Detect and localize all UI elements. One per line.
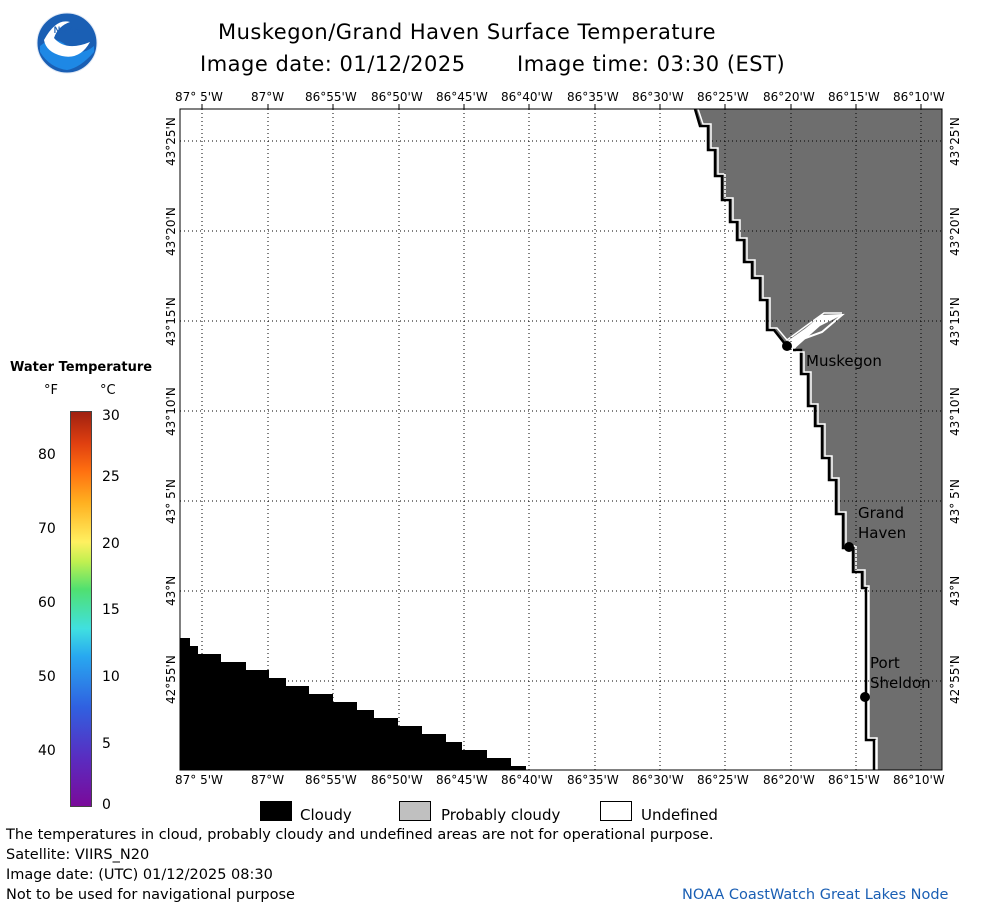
lat-tick-left: 43°15'N (164, 297, 178, 346)
image-date: Image date: 01/12/2025 (200, 52, 466, 76)
lat-tick-left: 43°20'N (164, 207, 178, 256)
f-tick: 50 (38, 669, 56, 685)
lat-tick-right: 43°15'N (948, 297, 962, 346)
c-tick: 5 (102, 736, 111, 752)
muskegon-label: Muskegon (806, 352, 882, 370)
lon-tick-top: 86°10'W (893, 90, 945, 104)
unit-fahrenheit: °F (44, 383, 58, 398)
noaa-logo: NOAA (36, 12, 98, 74)
c-tick: 30 (102, 408, 120, 424)
port-sheldon-label-line2: Sheldon (870, 674, 931, 692)
grand-haven-label-line2: Haven (858, 524, 907, 542)
lon-tick-bottom: 86°40'W (501, 773, 553, 787)
lat-tick-right: 43°10'N (948, 387, 962, 436)
lat-tick-left: 43°N (164, 575, 178, 606)
lon-tick-top: 87° 5'W (175, 90, 223, 104)
lon-tick-top: 86°50'W (371, 90, 423, 104)
lat-tick-left: 43°10'N (164, 387, 178, 436)
lon-tick-top: 86°15'W (828, 90, 880, 104)
grand-haven-label-line1: Grand (858, 504, 905, 522)
cloud-area (180, 638, 526, 770)
colorbar-title: Water Temperature (10, 360, 153, 375)
footer-utc-date: Image date: (UTC) 01/12/2025 08:30 (6, 867, 273, 883)
footer-disclaimer: The temperatures in cloud, probably clou… (6, 827, 714, 843)
legend-undefined-swatch (600, 801, 632, 821)
noaa-logo-text: NOAA (54, 25, 81, 35)
legend-cloudy-label: Cloudy (300, 806, 352, 824)
lon-tick-bottom: 87°W (251, 773, 285, 787)
lat-tick-right: 43°25'N (948, 117, 962, 166)
lon-tick-top: 86°25'W (697, 90, 749, 104)
muskegon-marker (782, 341, 792, 351)
lon-tick-bottom: 87° 5'W (175, 773, 223, 787)
lon-tick-top: 87°W (251, 90, 285, 104)
f-tick: 60 (38, 595, 56, 611)
c-tick: 25 (102, 469, 120, 485)
lon-tick-top: 86°40'W (501, 90, 553, 104)
legend-probably-cloudy-label: Probably cloudy (441, 806, 561, 824)
f-tick: 80 (38, 447, 56, 463)
lon-tick-bottom: 86°45'W (436, 773, 488, 787)
lat-tick-left: 42°55'N (164, 655, 178, 704)
lon-tick-bottom: 86°30'W (632, 773, 684, 787)
graticule (180, 109, 942, 770)
lon-tick-bottom: 86°15'W (828, 773, 880, 787)
footer-credit: NOAA CoastWatch Great Lakes Node (682, 887, 949, 903)
c-tick: 10 (102, 669, 120, 685)
map-frame (179, 108, 943, 771)
temperature-colorbar (70, 411, 92, 807)
land-area (695, 109, 942, 770)
lon-tick-top: 86°20'W (763, 90, 815, 104)
muskegon-lake-outline (784, 313, 845, 351)
f-tick: 40 (38, 743, 56, 759)
lat-tick-left: 43° 5'N (164, 479, 178, 524)
lon-tick-bottom: 86°55'W (305, 773, 357, 787)
map-title: Muskegon/Grand Haven Surface Temperature (218, 20, 717, 44)
c-tick: 20 (102, 536, 120, 552)
port-sheldon-label-line1: Port (870, 654, 900, 672)
lat-tick-left: 43°25'N (164, 117, 178, 166)
lon-tick-top: 86°30'W (632, 90, 684, 104)
lon-tick-top: 86°45'W (436, 90, 488, 104)
lon-tick-bottom: 86°35'W (567, 773, 619, 787)
port-sheldon-marker (860, 692, 870, 702)
lat-tick-right: 42°55'N (948, 655, 962, 704)
legend-cloudy-swatch (260, 801, 292, 821)
legend-undefined-label: Undefined (641, 806, 718, 824)
lat-tick-right: 43°N (948, 575, 962, 606)
c-tick: 0 (102, 797, 111, 813)
c-tick: 15 (102, 602, 120, 618)
lon-tick-bottom: 86°20'W (763, 773, 815, 787)
shoreline-south (793, 348, 876, 770)
f-tick: 70 (38, 521, 56, 537)
legend-probably-cloudy-swatch (399, 801, 431, 821)
grand-haven-marker (844, 542, 854, 552)
lon-tick-bottom: 86°50'W (371, 773, 423, 787)
shoreline-highlight (697, 108, 842, 342)
footer-satellite: Satellite: VIIRS_N20 (6, 847, 150, 863)
lon-tick-bottom: 86°25'W (697, 773, 749, 787)
lon-tick-top: 86°55'W (305, 90, 357, 104)
unit-celsius: °C (100, 383, 116, 398)
lat-tick-right: 43°20'N (948, 207, 962, 256)
lon-tick-top: 86°35'W (567, 90, 619, 104)
lon-tick-bottom: 86°10'W (893, 773, 945, 787)
lat-tick-right: 43° 5'N (948, 479, 962, 524)
image-time: Image time: 03:30 (EST) (517, 52, 786, 76)
shoreline-highlight-south (796, 351, 878, 770)
footer-nav-warning: Not to be used for navigational purpose (6, 887, 295, 903)
